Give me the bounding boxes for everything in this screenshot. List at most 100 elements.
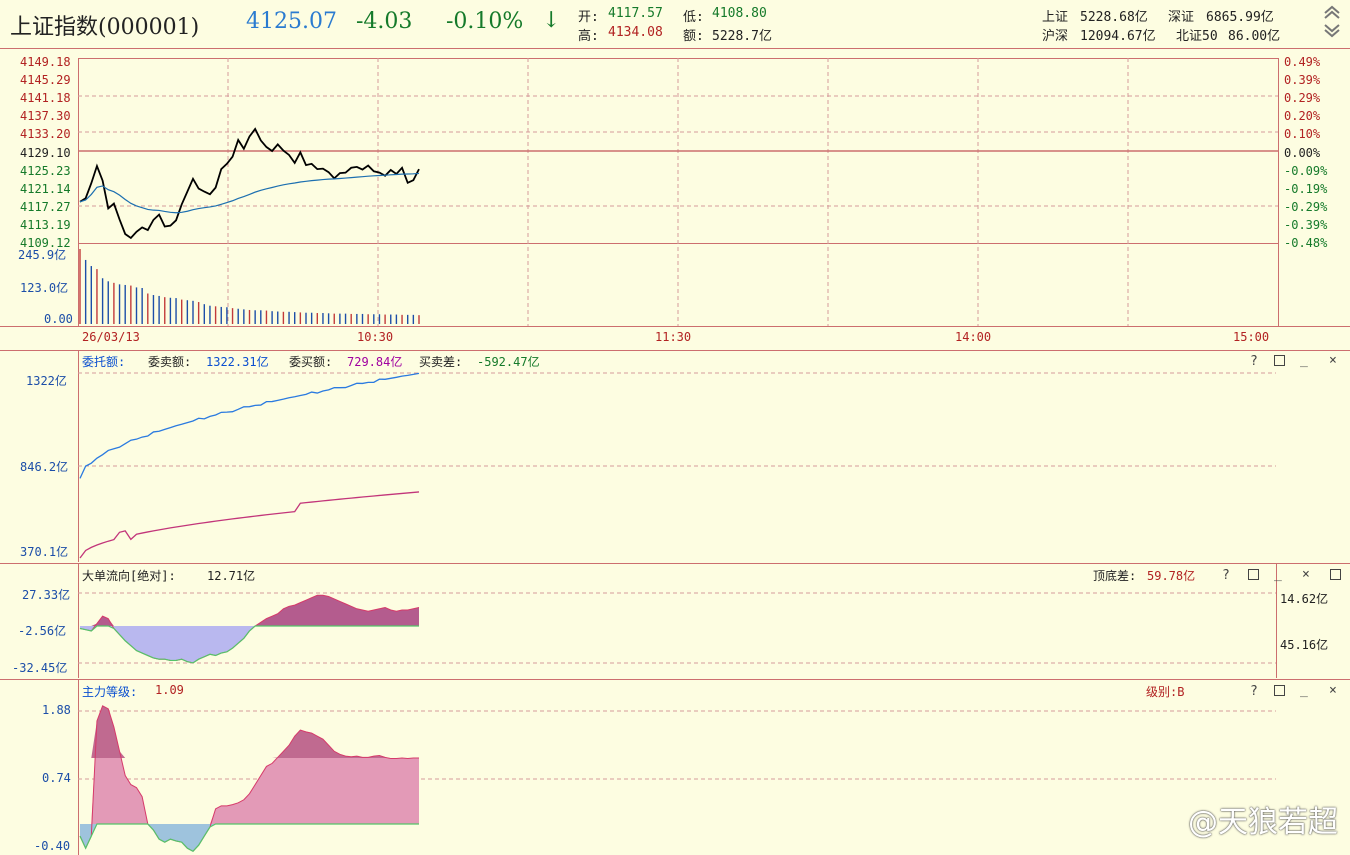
diff-label: 买卖差: [419, 355, 463, 369]
order-title: 委托额: [82, 355, 126, 369]
diff-value: -592.47亿 [477, 355, 540, 369]
high-label: 高: [578, 29, 599, 44]
price-tick: 4129.10 [20, 145, 71, 160]
help-icon[interactable]: ? [1250, 684, 1258, 699]
minimize-icon[interactable]: _ [1274, 567, 1282, 582]
double-chevron-up-icon[interactable] [1322, 4, 1342, 44]
high-value: 4134.08 [608, 25, 663, 40]
flow-positive-area [80, 595, 419, 626]
sz-label: 深证 [1168, 10, 1195, 25]
sh-label: 上证 [1042, 10, 1069, 25]
level-value: 1.09 [155, 683, 184, 697]
time-label-1130: 11:30 [655, 330, 692, 344]
sell-label: 委卖额: [148, 355, 192, 369]
pct-tick: 0.29% [1284, 91, 1321, 106]
level-upper-area [80, 705, 419, 758]
sell-amount-line [79, 372, 420, 479]
close-icon[interactable]: × [1329, 683, 1337, 698]
low-label: 低: [683, 10, 704, 25]
bigorder-value: 12.71亿 [207, 569, 256, 583]
help-icon[interactable]: ? [1222, 568, 1230, 583]
volume-tick: 245.9亿 [18, 248, 67, 262]
amount-value: 5228.7亿 [712, 29, 772, 44]
maximize-icon[interactable] [1274, 355, 1285, 370]
quote-header: 上证指数(000001) 4125.07 -4.03 -0.10% ↓ 开: 4… [0, 0, 1350, 49]
price-line [79, 127, 420, 240]
pct-tick: -0.39% [1284, 217, 1328, 232]
open-label: 开: [578, 10, 599, 25]
minimize-icon[interactable]: _ [1300, 683, 1308, 698]
pct-tick: -0.29% [1284, 199, 1328, 214]
price-change: -4.03 [356, 9, 413, 34]
bz-label: 北证50 [1176, 29, 1218, 44]
price-tick: 4121.14 [20, 181, 71, 196]
flow-negative-area [80, 626, 419, 663]
pct-tick: 0.10% [1284, 127, 1321, 142]
spread-value: 59.78亿 [1147, 569, 1196, 583]
amount-label: 额: [683, 29, 704, 44]
price-tick: 4137.30 [20, 109, 71, 124]
average-price-line [79, 172, 420, 214]
help-icon[interactable]: ? [1250, 354, 1258, 369]
last-price: 4125.07 [246, 9, 337, 34]
low-value: 4108.80 [712, 6, 767, 21]
open-value: 4117.57 [608, 6, 663, 21]
buy-label: 委买额: [289, 355, 333, 369]
pct-tick: -0.19% [1284, 181, 1328, 196]
price-tick: 4149.18 [20, 55, 71, 69]
price-tick: 4117.27 [20, 199, 71, 214]
sz-value: 6865.99亿 [1206, 10, 1274, 25]
bigorder-right-bottom: 45.16亿 [1280, 638, 1329, 652]
volume-tick: 123.0亿 [20, 281, 69, 295]
double-chevron-down-icon[interactable] [1322, 22, 1342, 42]
index-name: 上证指数(000001) [10, 15, 200, 40]
buy-value: 729.84亿 [347, 355, 403, 369]
time-axis-date: 26/03/13 [82, 330, 140, 344]
sell-value: 1322.31亿 [206, 355, 269, 369]
price-tick: 4109.12 [20, 236, 71, 250]
hs-value: 12094.67亿 [1080, 29, 1156, 44]
price-tick: 4125.23 [20, 163, 71, 178]
spread-label: 顶底差: [1093, 569, 1137, 583]
price-change-pct: -0.10% [446, 9, 524, 34]
bigorder-tick-top: 27.33亿 [22, 588, 71, 602]
popout-icon[interactable] [1330, 569, 1341, 584]
pct-tick: 0.00% [1284, 145, 1321, 160]
buy-amount-line [79, 491, 420, 559]
level-negative-edge [79, 823, 419, 853]
sh-value: 5228.68亿 [1080, 10, 1148, 25]
level-title: 主力等级: [82, 685, 138, 699]
minimize-icon[interactable]: _ [1300, 353, 1308, 368]
level-tick-bottom: -0.40 [34, 839, 71, 853]
bigorder-title: 大单流向[绝对]: [82, 569, 176, 583]
pct-tick: 0.49% [1284, 55, 1321, 69]
close-icon[interactable]: × [1329, 353, 1337, 368]
level-tick-mid: 0.74 [42, 771, 71, 785]
watermark: @天狼若超 [1188, 805, 1338, 840]
maximize-icon[interactable] [1274, 685, 1285, 700]
time-label-1030: 10:30 [357, 330, 394, 344]
close-icon[interactable]: × [1302, 567, 1310, 582]
order-tick-bottom: 370.1亿 [20, 545, 69, 559]
grade-label: 级别:B [1146, 685, 1185, 699]
order-tick-mid: 846.2亿 [20, 460, 69, 474]
price-tick: 4133.20 [20, 127, 71, 142]
order-tick-top: 1322亿 [26, 374, 67, 388]
pct-tick: -0.09% [1284, 163, 1328, 178]
down-arrow-icon: ↓ [542, 8, 561, 33]
price-tick: 4145.29 [20, 73, 71, 88]
bigorder-tick-mid: -2.56亿 [18, 624, 67, 638]
price-tick: 4141.18 [20, 91, 71, 106]
level-negative-area [80, 824, 419, 852]
bigorder-tick-bottom: -32.45亿 [12, 661, 68, 675]
price-tick: 4113.19 [20, 217, 71, 232]
bigorder-right-top: 14.62亿 [1280, 592, 1329, 606]
pct-tick: 0.39% [1284, 73, 1321, 88]
maximize-icon[interactable] [1248, 569, 1259, 584]
volume-tick: 0.00 [44, 312, 73, 326]
hs-label: 沪深 [1042, 29, 1069, 44]
level-positive-area [80, 705, 419, 824]
